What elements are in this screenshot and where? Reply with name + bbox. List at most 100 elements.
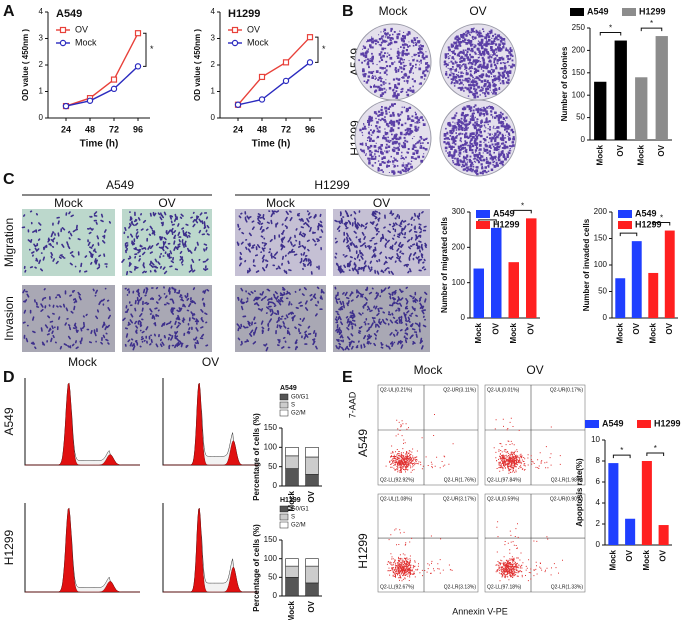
quadrant-label: Q2-UL(0.59%) xyxy=(487,496,520,502)
x-tick-label: 72 xyxy=(109,124,119,134)
legend-swatch xyxy=(618,221,632,229)
series-line xyxy=(237,61,311,106)
y-tick-label: 150 xyxy=(264,535,278,544)
legend-label: Mock xyxy=(247,37,269,47)
legend-label: G0/G1 xyxy=(291,395,309,401)
quadrant-label: Q2-UR(3.11%) xyxy=(443,387,476,393)
y-tick-label: 4 xyxy=(596,498,601,507)
micrograph xyxy=(22,209,115,276)
bar-segment xyxy=(305,558,319,567)
legend-label: S xyxy=(291,515,295,521)
legend-label: A549 xyxy=(602,418,624,428)
y-tick-label: 2 xyxy=(39,60,44,69)
bar xyxy=(658,525,669,545)
row-label: H1299 xyxy=(2,530,16,566)
x-tick-label: 96 xyxy=(133,124,143,134)
legend-label: A549 xyxy=(493,208,515,218)
column-label: OV xyxy=(373,196,390,210)
panel-label: C xyxy=(3,171,15,188)
legend-swatch xyxy=(279,409,289,417)
row-label: Invasion xyxy=(2,296,16,341)
dna-histogram xyxy=(25,507,140,593)
y-tick-label: 50 xyxy=(268,572,277,581)
marker xyxy=(86,97,94,104)
legend-label: G0/G1 xyxy=(291,507,309,513)
dna-histogram-outline xyxy=(163,507,258,593)
bar xyxy=(635,77,648,140)
stained-cells xyxy=(22,287,111,350)
stained-cells xyxy=(334,286,428,351)
legend-swatch xyxy=(476,221,490,229)
y-tick-label: 0 xyxy=(603,313,608,322)
y-tick-label: 0 xyxy=(461,313,466,322)
bar-segment xyxy=(285,455,299,469)
column-label: Mock xyxy=(54,196,84,210)
y-tick-label: 150 xyxy=(572,68,586,77)
bar xyxy=(655,36,668,141)
bar-segment xyxy=(285,558,299,567)
x-tick-label: 72 xyxy=(281,124,291,134)
y-tick-label: 50 xyxy=(268,462,277,471)
y-tick-label: 150 xyxy=(264,423,278,432)
legend-swatch xyxy=(279,521,289,529)
bar xyxy=(614,40,627,140)
legend-label: G2/M xyxy=(291,523,306,529)
axis-label: Annexin V-PE xyxy=(452,606,508,616)
x-tick-label: OV xyxy=(526,322,535,334)
significance-bracket xyxy=(619,232,638,237)
y-tick-label: 50 xyxy=(598,287,607,296)
y-tick-label: 50 xyxy=(576,113,585,122)
significance-mark: * xyxy=(654,444,657,453)
quadrant-label: Q2-LL(92.92%) xyxy=(380,477,415,483)
y-tick-label: 10 xyxy=(591,435,600,444)
x-tick-label: 24 xyxy=(233,124,243,134)
quadrant-label: Q2-LR(1.33%) xyxy=(551,584,584,590)
y-tick-label: 4 xyxy=(39,7,44,16)
bar xyxy=(526,218,537,318)
legend-marker xyxy=(59,39,67,47)
axis-label: 7-AAD xyxy=(347,391,357,418)
flow-plot-frame xyxy=(484,493,586,593)
y-axis-label: Number of invaded cells xyxy=(582,218,591,311)
bar xyxy=(608,463,619,545)
quadrant-label: Q2-UL(0.01%) xyxy=(487,387,520,393)
bar xyxy=(648,272,659,318)
series-line xyxy=(237,36,311,106)
x-tick-label: OV xyxy=(491,322,500,334)
significance-bracket xyxy=(599,32,622,36)
y-tick-label: 8 xyxy=(596,456,601,465)
legend-label: OV xyxy=(75,24,88,34)
marker xyxy=(62,102,70,110)
histogram-axes xyxy=(24,378,140,466)
x-tick-label: OV xyxy=(659,549,668,561)
legend-swatch xyxy=(279,393,289,401)
x-tick-label: Mock xyxy=(642,549,651,570)
x-tick-label: OV xyxy=(632,322,641,334)
x-axis-label: Time (h) xyxy=(80,139,119,150)
cell-line-label: H1299 xyxy=(314,178,350,192)
y-tick-label: 3 xyxy=(39,34,44,43)
bar-segment xyxy=(305,582,319,597)
y-axis-label: Percentage of cells (%) xyxy=(252,413,261,501)
stained-cells xyxy=(236,286,325,352)
x-tick-label: Mock xyxy=(474,322,483,343)
column-label: OV xyxy=(469,4,486,18)
series-line xyxy=(65,32,139,107)
legend-marker xyxy=(231,26,239,34)
bar-segment xyxy=(285,565,299,578)
y-tick-label: 300 xyxy=(452,207,466,216)
column-label: Mock xyxy=(68,355,98,369)
y-tick-label: 0 xyxy=(581,135,586,144)
x-tick-label: OV xyxy=(625,549,634,561)
significance-bracket xyxy=(513,209,532,214)
x-tick-label: OV xyxy=(665,322,674,334)
y-axis-label: Apoptosis rate(%) xyxy=(575,458,584,527)
quadrant-label: Q2-LR(3.13%) xyxy=(444,584,477,590)
y-tick-label: 100 xyxy=(572,90,586,99)
significance-mark: * xyxy=(660,214,663,223)
panel-label: D xyxy=(3,369,15,386)
cell-line-label: A549 xyxy=(106,178,134,192)
flow-plot-frame xyxy=(377,384,479,486)
chart-title: H1299 xyxy=(280,497,301,504)
